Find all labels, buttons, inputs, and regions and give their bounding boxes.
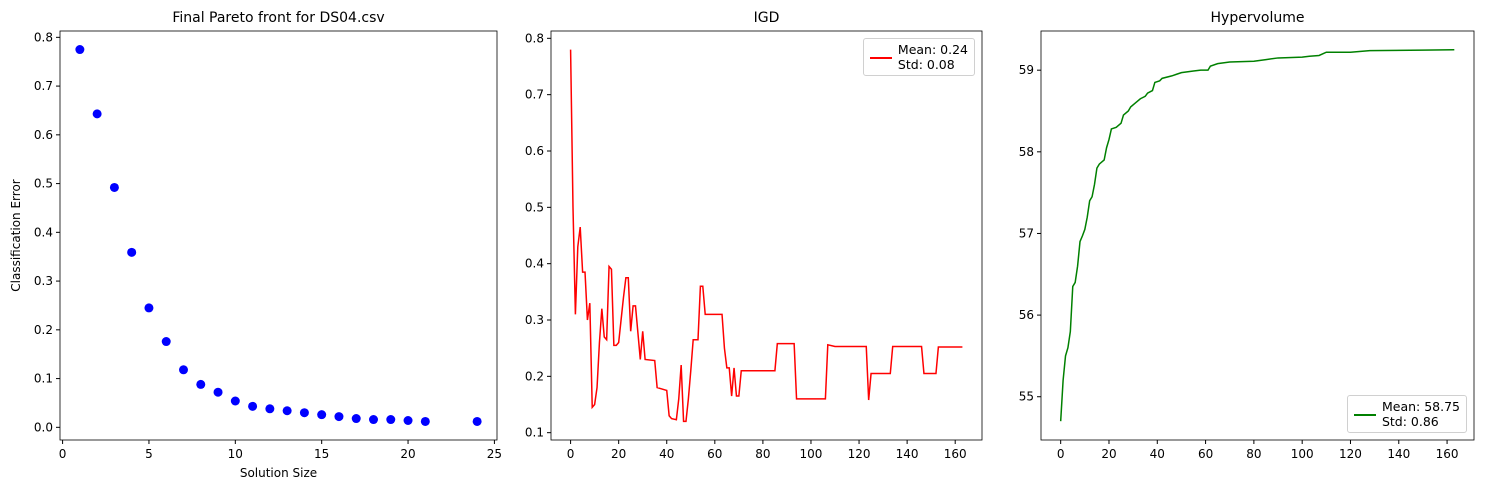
chart-title: IGD [754, 10, 780, 26]
x-axis-label: Solution Size [240, 466, 317, 480]
y-tick-label: 0.5 [34, 177, 53, 191]
x-tick-label: 60 [707, 447, 722, 461]
y-tick-label: 0.6 [34, 128, 53, 142]
chart-title: Hypervolume [1211, 10, 1305, 26]
x-tick-label: 20 [1101, 447, 1116, 461]
point [334, 412, 344, 422]
axes-frame [1040, 30, 1475, 441]
y-tick-label: 0.8 [34, 30, 53, 44]
x-tick-label: 0 [567, 447, 575, 461]
y-tick-label: 0.3 [525, 313, 544, 327]
x-tick-label: 120 [848, 447, 871, 461]
y-tick-label: 0.3 [34, 274, 53, 288]
legend-label: Mean: 0.24 Std: 0.08 [897, 42, 968, 72]
point [92, 109, 102, 119]
y-tick-label: 0.7 [34, 79, 53, 93]
x-tick-label: 5 [145, 447, 153, 461]
legend: Mean: 0.24 Std: 0.08 [862, 38, 975, 76]
point [282, 406, 292, 416]
x-tick-label: 25 [487, 447, 502, 461]
y-tick-label: 0.4 [525, 257, 544, 271]
point [351, 414, 361, 424]
chart-title: Final Pareto front for DS04.csv [172, 10, 384, 26]
x-tick-label: 80 [755, 447, 770, 461]
point [109, 182, 119, 192]
point [179, 365, 188, 375]
point [472, 416, 482, 426]
point [299, 408, 309, 418]
x-tick-label: 60 [1198, 447, 1213, 461]
point [317, 410, 327, 420]
y-tick-label: 0.2 [525, 369, 544, 383]
line [569, 49, 963, 423]
point [230, 396, 240, 406]
point [213, 387, 223, 397]
x-tick-label: 40 [659, 447, 674, 461]
y-tick-label: 0.1 [525, 426, 544, 440]
y-axis-label: Classification Error [9, 179, 23, 292]
legend-swatch [869, 57, 892, 59]
point [369, 415, 378, 425]
x-tick-label: 160 [1436, 447, 1459, 461]
y-tick-label: 0.0 [34, 420, 53, 434]
x-tick-label: 160 [944, 447, 967, 461]
y-tick-label: 0.4 [34, 225, 53, 239]
x-tick-label: 120 [1339, 447, 1362, 461]
y-tick-label: 56 [1019, 308, 1034, 322]
point [196, 379, 206, 389]
x-tick-label: 0 [1057, 447, 1065, 461]
y-tick-label: 0.8 [525, 31, 544, 45]
y-tick-label: 55 [1019, 390, 1034, 404]
line [1059, 49, 1455, 422]
x-tick-label: 10 [228, 447, 243, 461]
point [403, 416, 413, 426]
x-tick-label: 0 [59, 447, 67, 461]
point [248, 401, 258, 411]
y-tick-label: 0.2 [34, 323, 53, 337]
legend: Mean: 58.75 Std: 0.86 [1346, 395, 1467, 433]
x-tick-label: 20 [611, 447, 626, 461]
x-tick-label: 100 [1291, 447, 1314, 461]
point [75, 45, 85, 55]
point [127, 247, 137, 257]
axes-frame [59, 30, 498, 441]
x-tick-label: 100 [800, 447, 823, 461]
x-tick-label: 40 [1150, 447, 1165, 461]
point [265, 404, 275, 414]
y-tick-label: 0.1 [34, 372, 53, 386]
y-tick-label: 0.6 [525, 144, 544, 158]
point [144, 303, 154, 313]
x-tick-label: 80 [1246, 447, 1261, 461]
point [161, 337, 171, 347]
y-tick-label: 58 [1019, 145, 1034, 159]
x-tick-label: 15 [314, 447, 329, 461]
x-tick-label: 140 [1387, 447, 1410, 461]
y-tick-label: 0.5 [525, 200, 544, 214]
y-tick-label: 59 [1019, 63, 1034, 77]
point [386, 415, 396, 425]
axes-frame [550, 30, 983, 441]
y-tick-label: 57 [1019, 226, 1034, 240]
point [420, 416, 430, 426]
x-tick-label: 20 [400, 447, 415, 461]
legend-swatch [1353, 414, 1376, 416]
y-tick-label: 0.7 [525, 88, 544, 102]
x-tick-label: 140 [896, 447, 919, 461]
legend-label: Mean: 58.75 Std: 0.86 [1381, 399, 1460, 429]
